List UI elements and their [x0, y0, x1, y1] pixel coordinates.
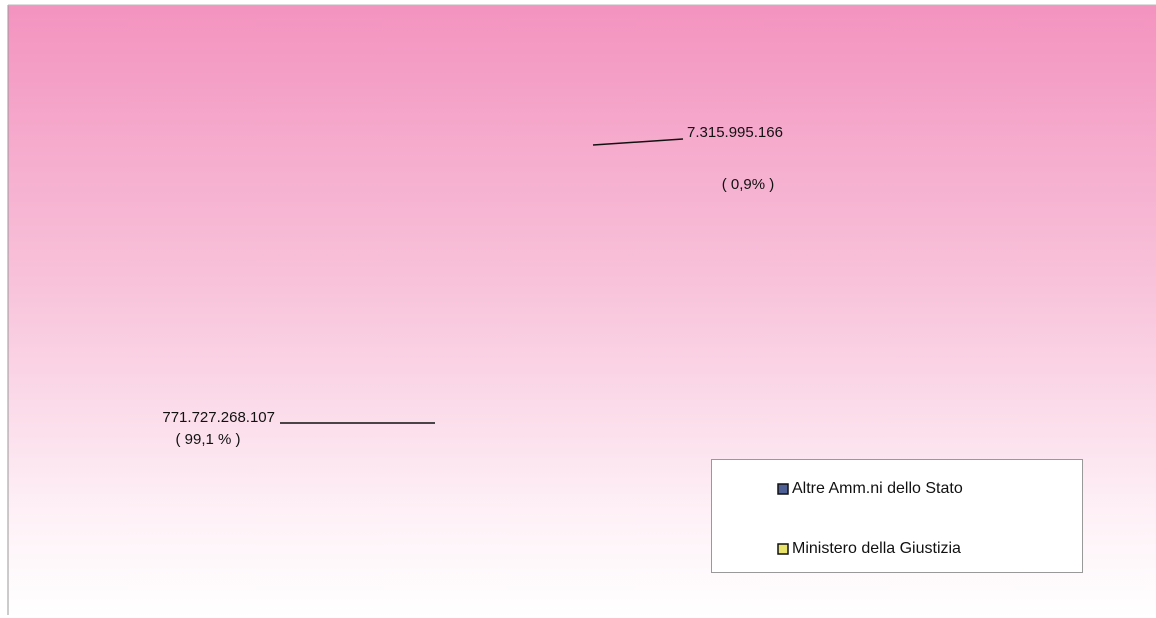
value-label: 7.315.995.166	[687, 124, 783, 141]
value-label: 771.727.268.107	[162, 409, 275, 426]
percentage-label: ( 99,1 % )	[175, 431, 240, 448]
legend-label: Ministero della Giustizia	[792, 540, 961, 557]
legend	[711, 459, 1083, 573]
legend-swatch	[777, 543, 789, 555]
legend-swatch	[777, 483, 789, 495]
pie-slice	[370, 140, 670, 440]
legend-label: Altre Amm.ni dello Stato	[792, 480, 963, 497]
leader-line	[592, 138, 684, 146]
percentage-label: ( 0,9% )	[722, 176, 775, 193]
